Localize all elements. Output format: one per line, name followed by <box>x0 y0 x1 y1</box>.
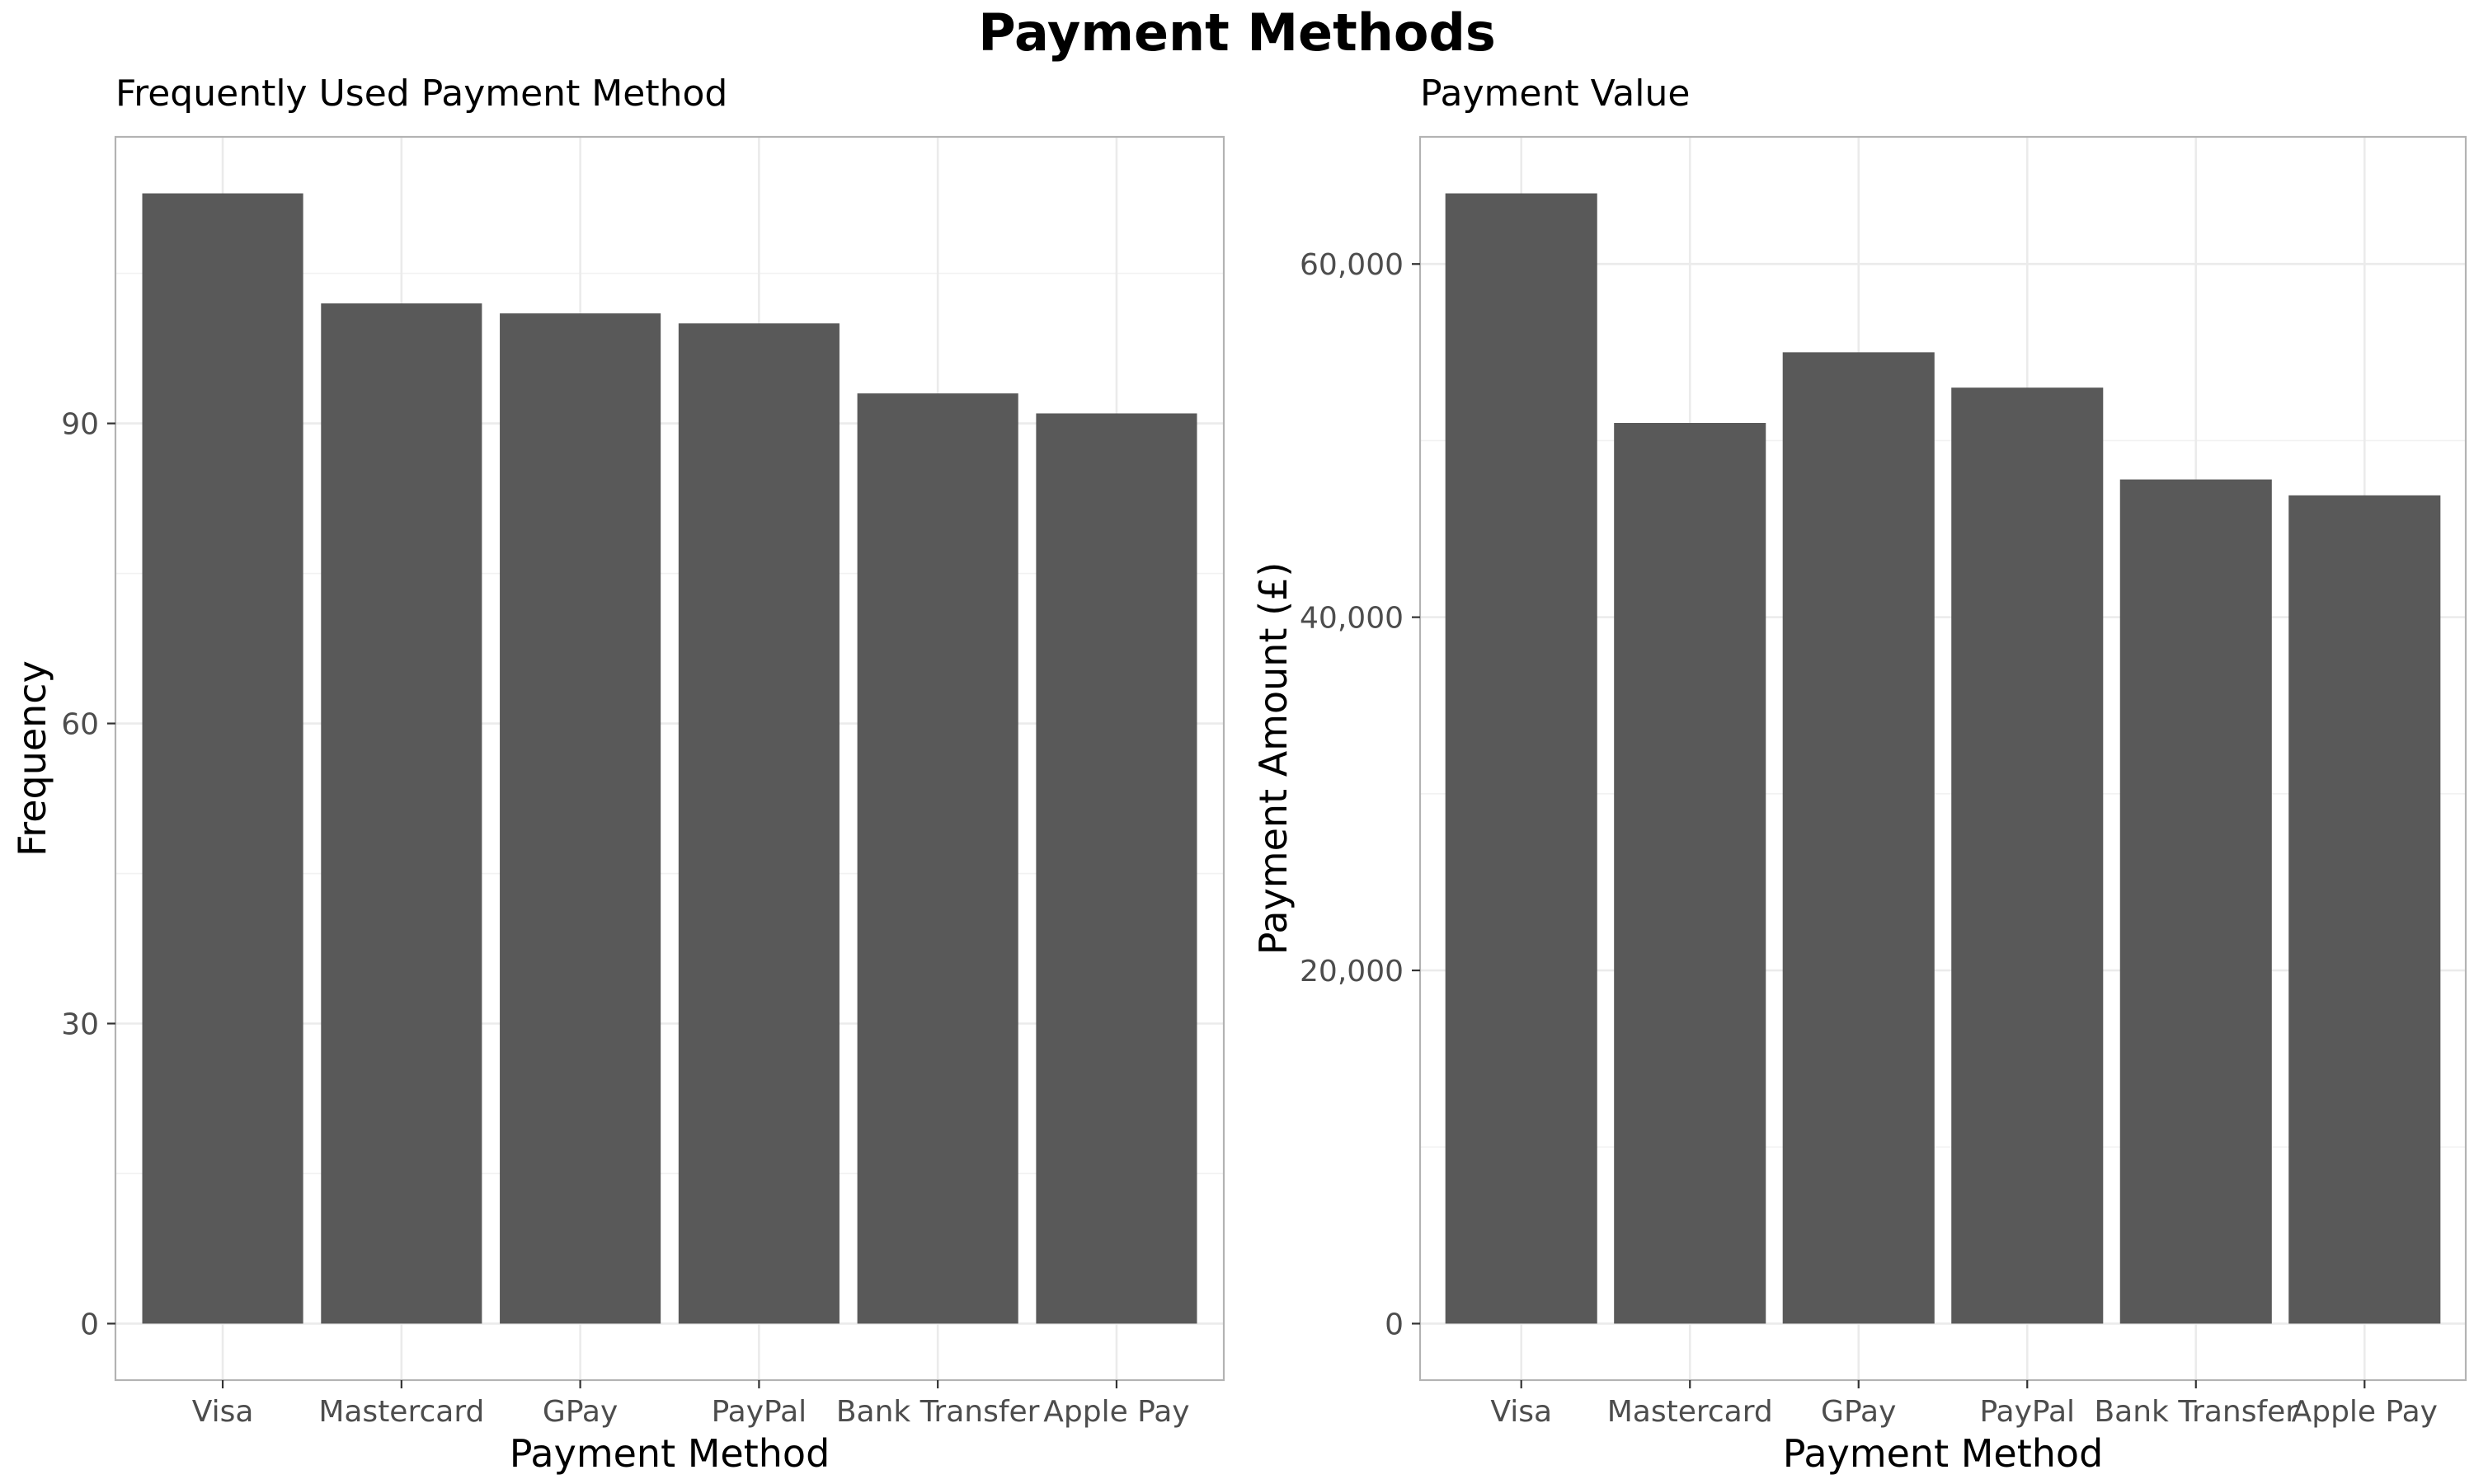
y-axis-title: Frequency <box>10 660 54 857</box>
bar-gpay <box>1782 352 1935 1324</box>
y-tick-label: 60 <box>61 708 99 742</box>
bars <box>142 193 1197 1324</box>
x-axis-title: Payment Method <box>510 1431 830 1476</box>
panel-border <box>1418 135 2467 1382</box>
y-tick-label: 60,000 <box>1300 248 1404 282</box>
frequency-chart: 0 30 60 90 Visa Mastercard GPay PayPal Bank Tran… <box>10 73 1225 1476</box>
bar-bank-transfer <box>857 393 1018 1324</box>
bar-paypal <box>678 323 840 1324</box>
bar-mastercard <box>1614 423 1766 1324</box>
x-tick-label: Bank Transfer <box>2094 1395 2298 1429</box>
x-tick-label: PayPal <box>1979 1395 2075 1429</box>
chart-title: Payment Value <box>1420 73 1690 115</box>
x-tick-label: Apple Pay <box>2292 1395 2438 1429</box>
x-tick-label: Visa <box>192 1395 254 1429</box>
bar-paypal <box>1951 387 2104 1324</box>
bar-bank-transfer <box>2119 479 2272 1324</box>
x-tick-label: GPay <box>543 1395 618 1429</box>
bar-gpay <box>500 313 661 1324</box>
bar-visa <box>1445 193 1597 1324</box>
y-tick-label: 30 <box>61 1007 99 1041</box>
x-tick-label: GPay <box>1821 1395 1896 1429</box>
bar-mastercard <box>321 303 482 1324</box>
x-tick-label: Mastercard <box>1607 1395 1773 1429</box>
x-tick-label: Bank Transfer <box>836 1395 1040 1429</box>
bars <box>1445 193 2441 1324</box>
panel-border <box>114 135 1225 1382</box>
y-tick-label: 40,000 <box>1300 602 1404 636</box>
bar-apple-pay <box>1036 413 1197 1324</box>
x-tick-label: Apple Pay <box>1043 1395 1189 1429</box>
y-tick-label: 0 <box>80 1308 99 1341</box>
figure-title: Payment Methods <box>978 2 1496 63</box>
x-tick-label: Mastercard <box>318 1395 484 1429</box>
y-tick-label: 90 <box>61 408 99 442</box>
bar-visa <box>142 193 303 1324</box>
y-tick-label: 0 <box>1385 1308 1404 1341</box>
y-tick-label: 20,000 <box>1300 955 1404 989</box>
x-tick-label: Visa <box>1490 1395 1552 1429</box>
y-axis-title: Payment Amount (£) <box>1251 562 1296 956</box>
bar-apple-pay <box>2288 495 2441 1324</box>
x-tick-label: PayPal <box>712 1395 807 1429</box>
chart-title: Frequently Used Payment Method <box>115 73 727 115</box>
x-axis-title: Payment Method <box>1783 1431 2104 1476</box>
